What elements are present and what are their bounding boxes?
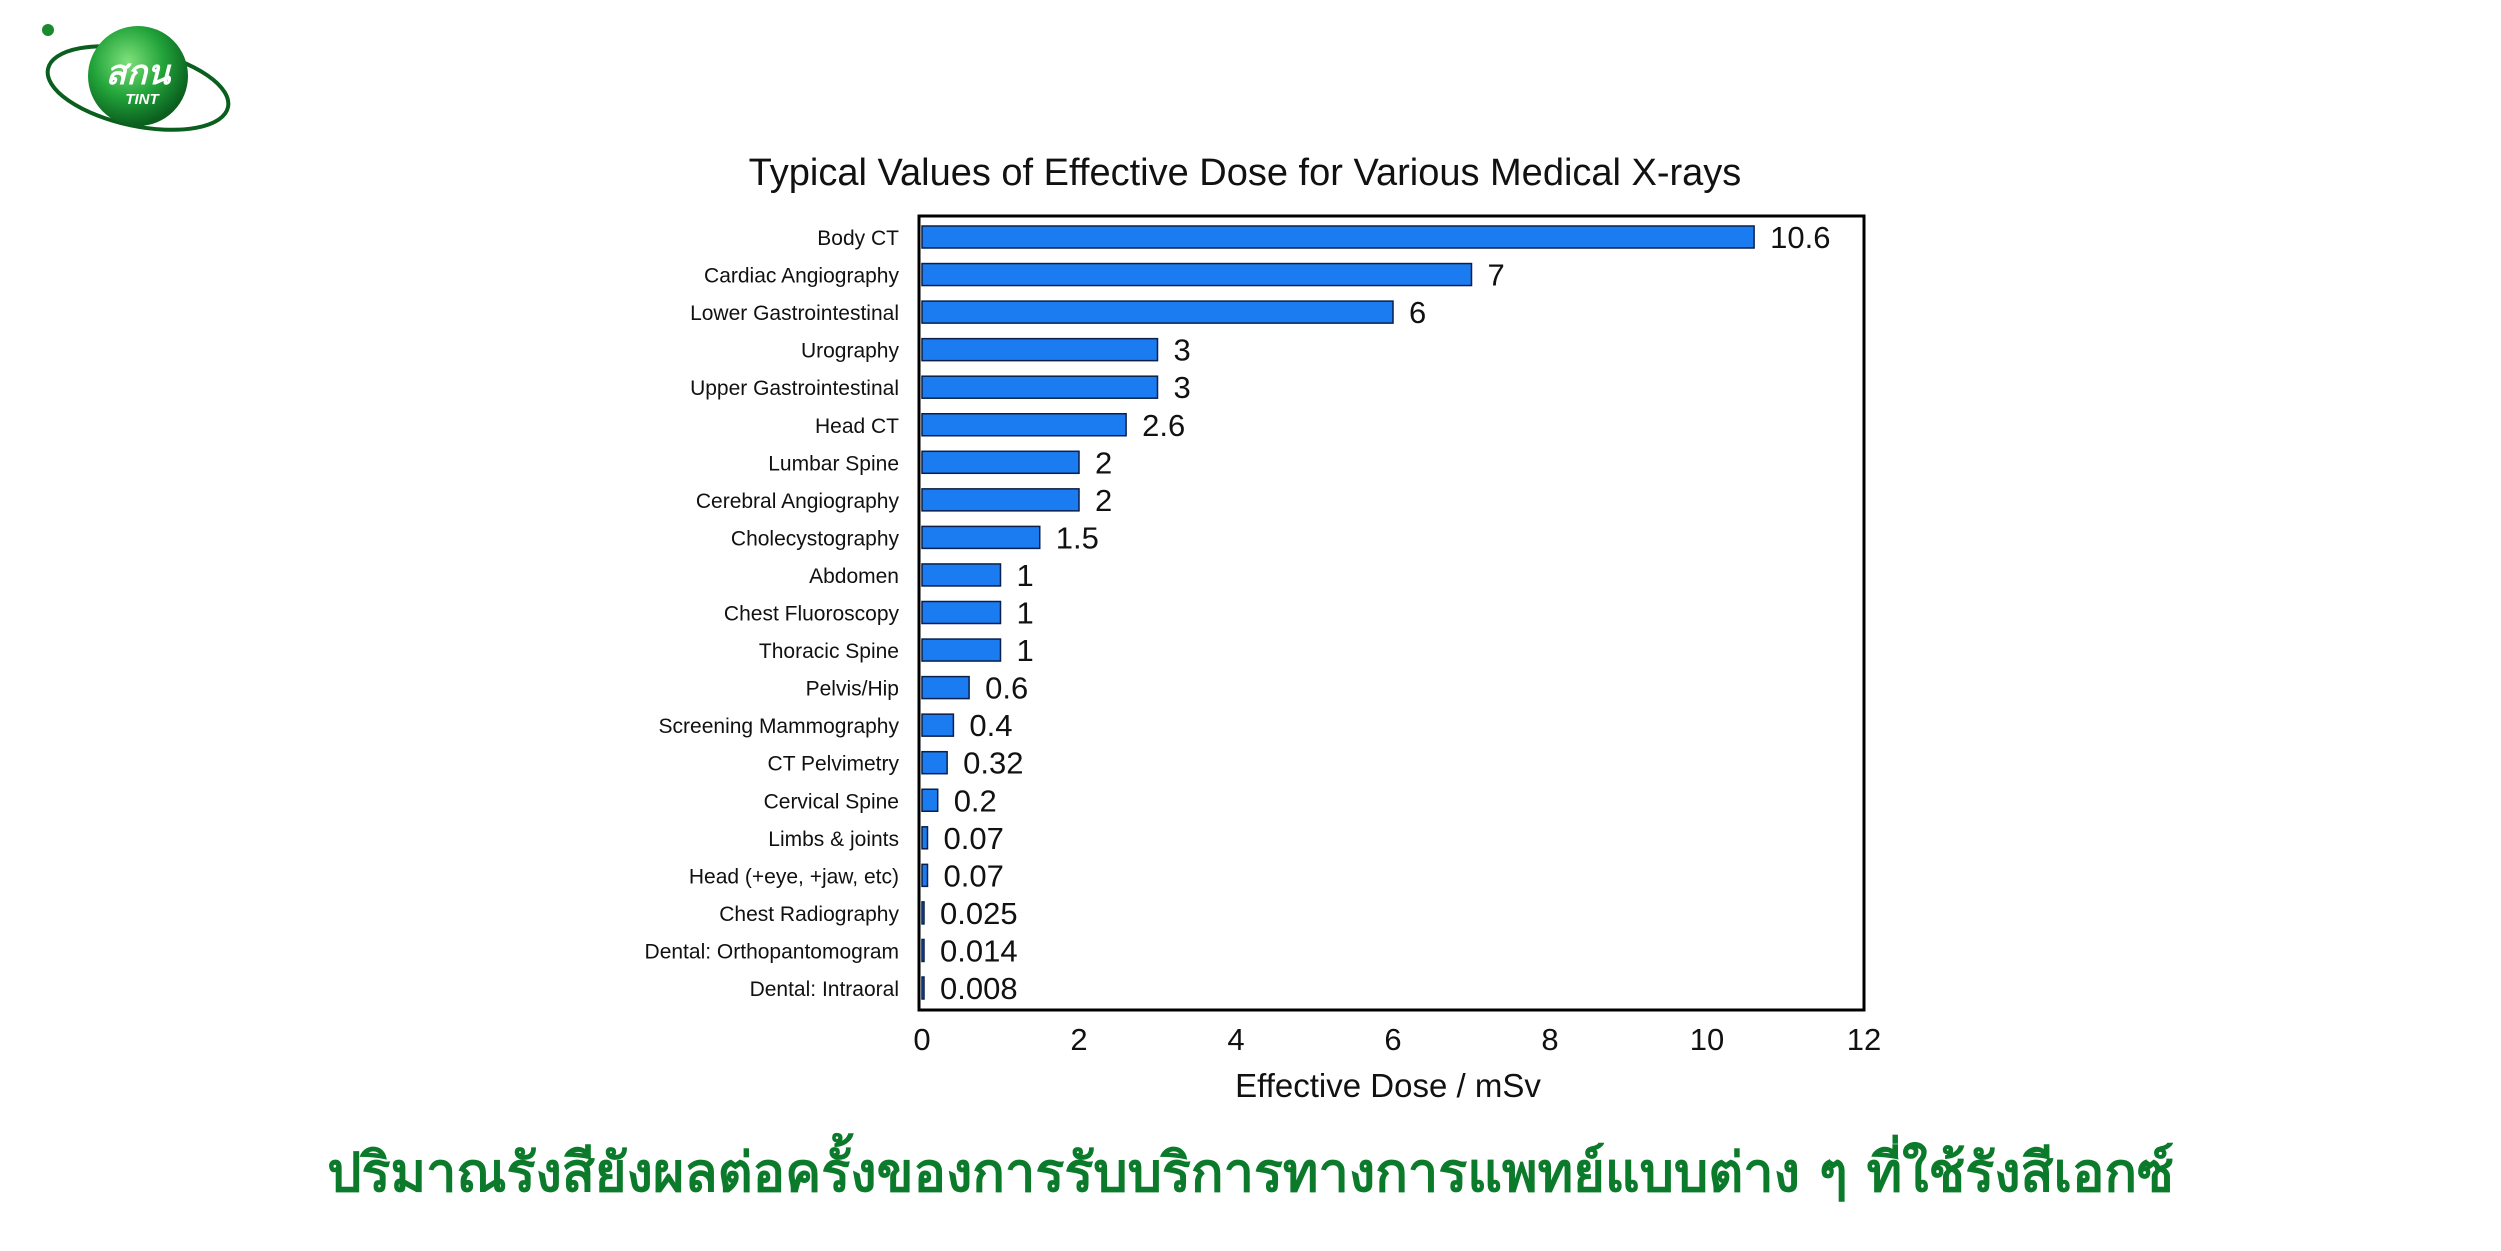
value-label: 0.4 <box>969 708 1012 743</box>
category-label: Chest Radiography <box>719 903 899 926</box>
bars-layer <box>921 225 1755 1000</box>
value-label: 0.2 <box>954 783 997 818</box>
bar <box>921 788 939 812</box>
plot-frame <box>917 214 1866 1012</box>
bar <box>921 375 1159 399</box>
x-tick-label: 2 <box>1070 1022 1087 1057</box>
bar <box>921 750 948 775</box>
category-label: Dental: Orthopantomogram <box>645 940 899 963</box>
category-label: Lower Gastrointestinal <box>690 302 899 325</box>
bar <box>921 938 925 963</box>
bar <box>921 488 1080 512</box>
category-label: Cardiac Angiography <box>704 265 899 288</box>
bar <box>921 300 1394 324</box>
value-label: 2.6 <box>1142 408 1185 443</box>
value-label: 1.5 <box>1056 520 1099 555</box>
category-label: Thoracic Spine <box>759 640 899 663</box>
bar <box>921 337 1159 362</box>
value-label: 2 <box>1095 445 1112 480</box>
value-label: 0.07 <box>943 821 1003 856</box>
category-label: Head CT <box>815 415 899 438</box>
category-label: Cholecystography <box>731 527 900 550</box>
value-label: 3 <box>1174 370 1191 405</box>
bar <box>921 600 1002 625</box>
logo-orbit-dot <box>42 24 54 36</box>
category-label: Urography <box>801 340 900 363</box>
thai-caption: ปริมาณรังสียังผลต่อครั้งของการรับบริการท… <box>327 1141 2174 1204</box>
value-label: 6 <box>1409 295 1426 330</box>
category-label: Screening Mammography <box>659 715 900 738</box>
bar <box>921 713 955 737</box>
bar <box>921 563 1002 587</box>
category-label: Abdomen <box>809 565 899 588</box>
x-ticks-layer: 0 2 4 6 8 10 12 <box>913 1022 1881 1057</box>
category-label: Pelvis/Hip <box>806 678 899 701</box>
bar <box>921 675 970 700</box>
category-label: Dental: Intraoral <box>750 978 899 1001</box>
category-label: Limbs & joints <box>768 828 899 851</box>
value-labels-layer: 10.676332.6221.51110.60.40.320.20.070.07… <box>940 220 1830 1006</box>
chart-title: Typical Values of Effective Dose for Var… <box>749 152 1742 194</box>
x-tick-label: 10 <box>1690 1022 1724 1057</box>
logo-globe <box>88 26 188 126</box>
bar <box>921 863 929 888</box>
category-label: Chest Fluoroscopy <box>724 603 900 626</box>
bar <box>921 525 1041 550</box>
value-label: 0.025 <box>940 896 1018 931</box>
value-label: 3 <box>1174 333 1191 368</box>
value-label: 0.6 <box>985 671 1028 706</box>
category-label: Body CT <box>817 227 899 250</box>
category-label: Upper Gastrointestinal <box>690 377 899 400</box>
value-label: 0.014 <box>940 933 1018 968</box>
x-tick-label: 8 <box>1541 1022 1558 1057</box>
category-label: CT Pelvimetry <box>768 753 900 776</box>
value-label: 2 <box>1095 483 1112 518</box>
x-tick-label: 12 <box>1847 1022 1881 1057</box>
logo-text-main: สกน <box>106 53 172 93</box>
bar <box>921 450 1080 475</box>
x-tick-label: 4 <box>1227 1022 1244 1057</box>
x-tick-label: 6 <box>1384 1022 1401 1057</box>
value-label: 10.6 <box>1770 220 1830 255</box>
logo-text-sub: TINT <box>125 91 160 108</box>
bar <box>921 262 1473 287</box>
value-label: 0.07 <box>943 858 1003 893</box>
value-label: 1 <box>1017 596 1034 631</box>
tint-logo: สกน TINT <box>42 24 231 132</box>
bar <box>921 826 929 850</box>
value-label: 1 <box>1017 633 1034 668</box>
value-label: 1 <box>1017 558 1034 593</box>
category-label: Head (+eye, +jaw, etc) <box>689 865 899 888</box>
value-label: 0.32 <box>963 746 1023 781</box>
value-label: 7 <box>1488 258 1505 293</box>
bar <box>921 225 1755 249</box>
x-axis-label: Effective Dose / mSv <box>1235 1067 1541 1104</box>
bar <box>921 901 925 925</box>
value-label: 0.008 <box>940 971 1018 1006</box>
category-label: Lumbar Spine <box>768 452 899 475</box>
bar <box>921 413 1127 437</box>
x-tick-label: 0 <box>913 1022 930 1057</box>
bar <box>921 638 1002 662</box>
category-label: Cervical Spine <box>764 790 899 813</box>
bar <box>921 976 925 1000</box>
category-labels-layer: Body CT Cardiac Angiography Lower Gastroin… <box>645 227 900 1001</box>
category-label: Cerebral Angiography <box>696 490 900 513</box>
